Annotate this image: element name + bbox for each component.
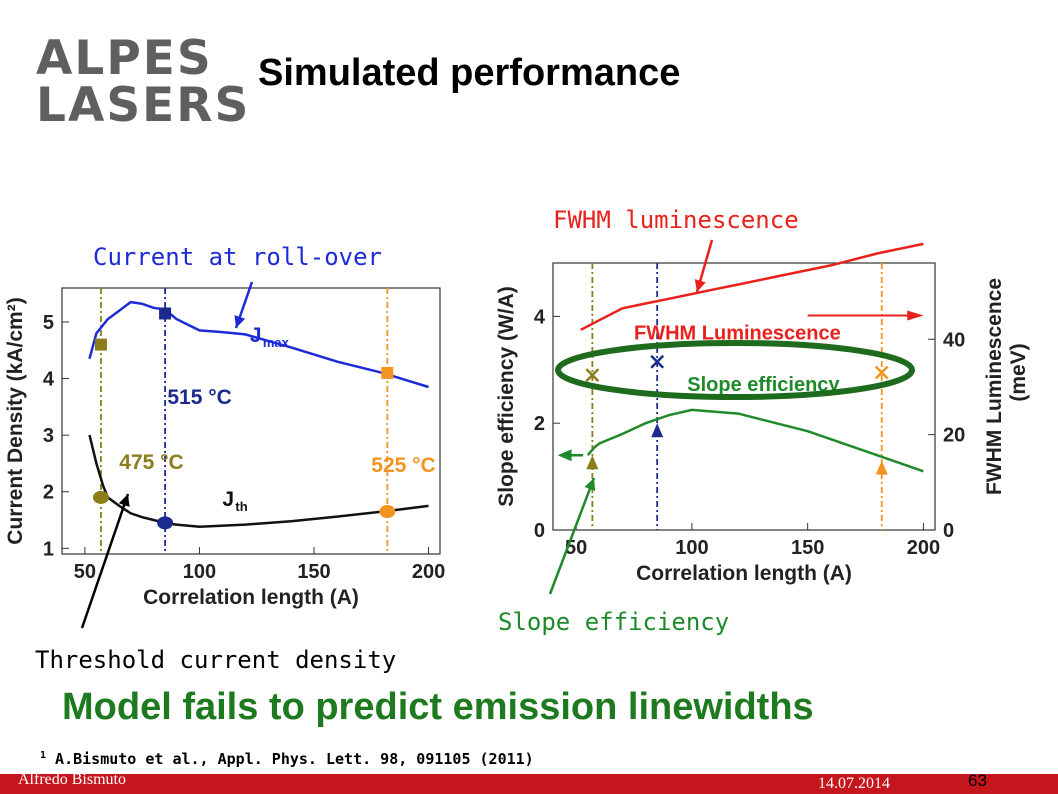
conclusion-text: Model fails to predict emission linewidt… bbox=[62, 686, 814, 728]
data-marker bbox=[651, 423, 664, 438]
temperature-label: 525 °C bbox=[371, 454, 435, 477]
y-tick-label: 5 bbox=[43, 312, 54, 334]
right-axis-arrowhead bbox=[907, 310, 924, 321]
current-density-chart: 50 100 150 200 1 2 3 4 5 Correlation length (A) Cu… bbox=[4, 287, 445, 609]
highlight-ellipse bbox=[555, 340, 915, 400]
series-label-jth-sub: th bbox=[235, 499, 247, 514]
data-marker bbox=[650, 354, 665, 369]
y-tick-label: 1 bbox=[43, 538, 54, 560]
reference-body: A.Bismuto et al., Appl. Phys. Lett. 98, … bbox=[46, 750, 534, 768]
y-tick-label: 3 bbox=[43, 425, 54, 447]
data-marker bbox=[586, 455, 599, 470]
footer-page-number: 63 bbox=[968, 771, 987, 790]
callout-fwhm: FWHM luminescence bbox=[553, 206, 799, 234]
x-tick-label: 100 bbox=[183, 561, 216, 583]
reference-sup: 1 bbox=[40, 750, 47, 761]
y-tick-label: 4 bbox=[534, 306, 546, 328]
arrow-threshold bbox=[80, 493, 130, 629]
data-marker bbox=[92, 490, 109, 504]
temperature-label: 475 °C bbox=[119, 451, 183, 474]
footer-date: 14.07.2014 bbox=[818, 775, 890, 792]
series-label-fwhm: FWHM Luminescence bbox=[634, 322, 841, 344]
y-tick-label: 2 bbox=[43, 482, 54, 504]
y2-tick-label: 40 bbox=[943, 329, 965, 351]
x-axis-label: Correlation length (A) bbox=[143, 586, 359, 609]
x-axis-label: Correlation length (A) bbox=[636, 562, 852, 585]
series-line bbox=[586, 408, 924, 473]
reference-text: 1 A.Bismuto et al., Appl. Phys. Lett. 98… bbox=[40, 750, 534, 768]
footer-author: Alfredo Bismuto bbox=[18, 771, 126, 788]
arrow-fwhm-head bbox=[694, 279, 706, 292]
logo-line2: LASERS bbox=[36, 78, 250, 126]
series-label-slope: Slope efficiency bbox=[687, 374, 840, 396]
arrow-slope-head bbox=[584, 478, 596, 491]
arrow-slope bbox=[548, 477, 596, 595]
callout-threshold: Threshold current density bbox=[35, 646, 396, 674]
y-tick-label: 0 bbox=[534, 520, 545, 542]
data-marker bbox=[159, 307, 172, 320]
data-marker bbox=[379, 505, 396, 519]
y2-tick-label: 20 bbox=[943, 425, 965, 447]
y2-axis-label: FWHM Luminescence bbox=[983, 278, 1006, 495]
series-label-jmax-sub: max bbox=[263, 335, 290, 350]
series-label-jth: J bbox=[222, 488, 234, 511]
arrow-roll-over-head bbox=[234, 315, 246, 328]
series-label-jmax: J bbox=[250, 324, 262, 347]
x-tick-label: 200 bbox=[412, 561, 445, 583]
y-axis-label: Current Density (kA/cm²) bbox=[4, 297, 27, 544]
callout-arrows bbox=[80, 239, 714, 629]
temperature-label: 515 °C bbox=[167, 386, 231, 409]
data-marker bbox=[875, 460, 888, 475]
data-marker bbox=[157, 516, 174, 530]
data-marker bbox=[381, 366, 394, 379]
x-tick-label: 50 bbox=[74, 561, 96, 583]
slide-title: Simulated performance bbox=[258, 52, 681, 94]
x-tick-label: 100 bbox=[675, 537, 708, 559]
x-tick-label: 200 bbox=[907, 537, 940, 559]
series-line bbox=[580, 242, 924, 331]
arrow-threshold-head bbox=[118, 494, 130, 507]
callout-roll-over: Current at roll-over bbox=[93, 243, 382, 271]
callout-slope: Slope efficiency bbox=[498, 608, 729, 636]
x-tick-label: 150 bbox=[791, 537, 824, 559]
alpes-lasers-logo: ALPES LASERS bbox=[36, 34, 250, 126]
x-tick-label: 150 bbox=[297, 561, 330, 583]
left-axis-arrowhead bbox=[557, 449, 572, 462]
data-marker bbox=[874, 365, 889, 380]
y-tick-label: 4 bbox=[43, 369, 55, 391]
data-marker bbox=[585, 368, 600, 383]
y-axis-label: Slope efficiency (W/A) bbox=[495, 286, 518, 507]
y-tick-label: 2 bbox=[534, 413, 545, 435]
data-marker bbox=[94, 338, 107, 351]
y2-tick-label: 0 bbox=[943, 520, 954, 542]
y2-axis-unit: (meV) bbox=[1007, 343, 1030, 401]
logo-line1: ALPES bbox=[36, 34, 213, 86]
footer-bar bbox=[0, 774, 1058, 794]
